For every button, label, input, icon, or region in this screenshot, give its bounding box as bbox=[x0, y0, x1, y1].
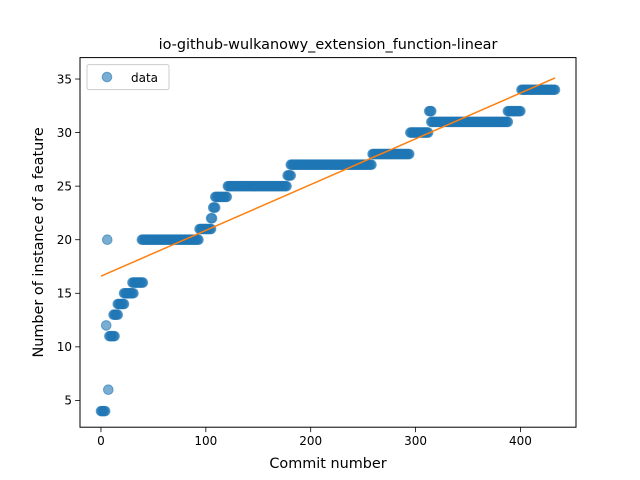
x-tick-label: 0 bbox=[97, 434, 105, 448]
data-point bbox=[549, 84, 561, 96]
data-point bbox=[109, 330, 120, 342]
data-point bbox=[285, 170, 297, 181]
y-tick-label: 15 bbox=[57, 287, 72, 301]
y-tick-label: 10 bbox=[57, 340, 72, 354]
data-point bbox=[425, 105, 437, 117]
y-tick-label: 20 bbox=[57, 233, 72, 247]
data-point bbox=[209, 202, 221, 213]
x-tick-label: 100 bbox=[194, 434, 217, 448]
y-tick-label: 35 bbox=[57, 72, 72, 86]
plot-area-frame bbox=[79, 57, 577, 428]
data-point bbox=[502, 116, 514, 128]
data-point bbox=[515, 105, 526, 117]
y-tick-label: 30 bbox=[57, 126, 72, 140]
data-point bbox=[99, 405, 111, 417]
data-point bbox=[221, 191, 233, 203]
x-tick-label: 200 bbox=[299, 434, 322, 448]
data-point bbox=[101, 234, 113, 246]
data-point bbox=[118, 298, 130, 310]
y-axis-label: Number of instance of a feature bbox=[31, 127, 47, 357]
fit-line bbox=[100, 77, 556, 277]
y-axis-ticks: 5 10 15 20 25 30 35 bbox=[57, 72, 80, 408]
data-point bbox=[403, 148, 415, 160]
chart-title: io-github-wulkanowy_extension_function-l… bbox=[159, 37, 498, 53]
x-tick-label: 300 bbox=[404, 434, 427, 448]
y-tick-label: 5 bbox=[64, 394, 72, 408]
data-point bbox=[100, 320, 112, 331]
x-axis-label: Commit number bbox=[269, 456, 386, 472]
data-point bbox=[137, 277, 149, 288]
data-point bbox=[128, 287, 139, 299]
y-tick-label: 25 bbox=[57, 179, 72, 193]
legend-marker bbox=[101, 71, 113, 83]
x-tick-label: 400 bbox=[509, 434, 532, 448]
data-point bbox=[206, 213, 218, 224]
data-point bbox=[103, 384, 114, 396]
data-point bbox=[193, 234, 204, 246]
data-point bbox=[112, 309, 124, 321]
fit-line-layer bbox=[100, 77, 556, 277]
legend-label: data bbox=[131, 71, 158, 85]
data-point bbox=[281, 180, 292, 192]
legend-box bbox=[86, 64, 170, 91]
x-axis-ticks: 0 100 200 300 400 bbox=[97, 427, 532, 448]
data-point bbox=[366, 159, 377, 171]
legend: data bbox=[86, 64, 170, 91]
